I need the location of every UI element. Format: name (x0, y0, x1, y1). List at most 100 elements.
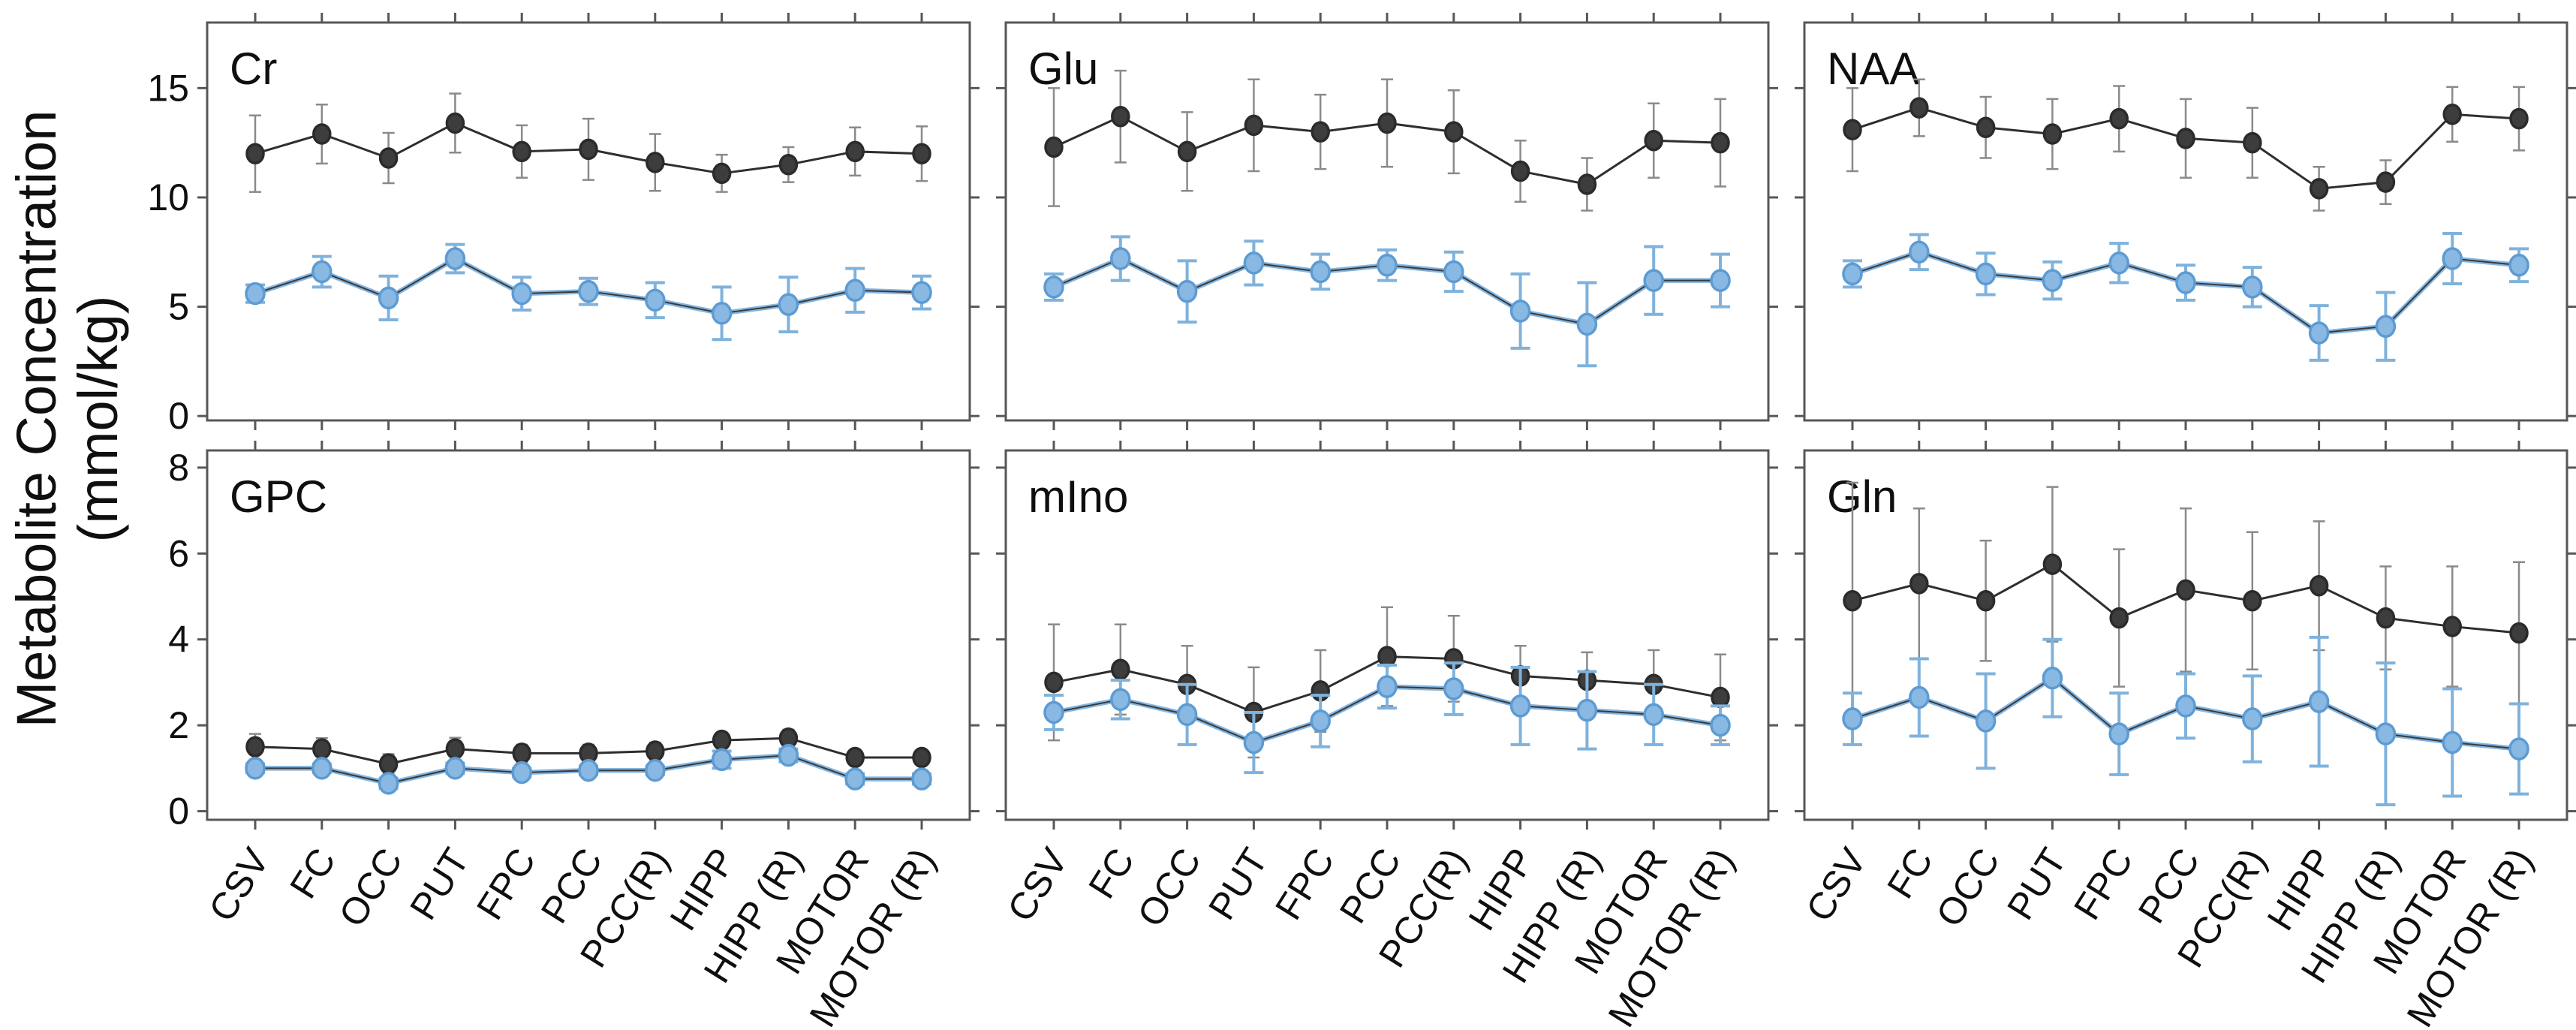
data-point-marker (2109, 607, 2129, 629)
data-point-marker (245, 282, 266, 306)
data-point-marker (1177, 140, 1197, 163)
data-point-marker (2508, 253, 2529, 277)
x-tick-label: FPC (468, 841, 543, 926)
data-point-marker (2243, 131, 2262, 154)
panel-NAA: NAA (1795, 13, 2576, 430)
x-tick-label: OCC (1928, 841, 2008, 934)
y-tick-label: 15 (147, 67, 189, 109)
data-point-marker (1310, 260, 1331, 284)
data-point-marker (778, 154, 799, 176)
series-dark (1044, 69, 1730, 212)
data-point-marker (1710, 713, 1731, 737)
data-point-marker (312, 123, 332, 145)
x-tick-label: PUT (1999, 841, 2074, 926)
data-point-marker (2108, 722, 2129, 745)
x-tick-label: CSV (999, 841, 1076, 929)
data-point-marker (1909, 240, 1930, 264)
data-point-marker (1576, 312, 1598, 336)
data-point-marker (2309, 178, 2329, 200)
data-point-marker (1176, 279, 1198, 303)
data-point-marker (2042, 123, 2063, 145)
data-point-marker (378, 772, 399, 795)
data-point-marker (1976, 589, 1996, 612)
data-point-marker (2509, 107, 2529, 130)
data-point-marker (512, 742, 531, 764)
data-point-marker (2376, 607, 2396, 629)
series-blue (1842, 635, 2529, 806)
data-point-marker (579, 138, 598, 161)
data-point-marker (2508, 737, 2529, 760)
panel-title: mIno (1028, 471, 1128, 522)
data-point-marker (2175, 694, 2196, 718)
x-tick-label: PUT (1200, 841, 1275, 926)
data-point-marker (645, 288, 666, 312)
data-point-marker (646, 740, 665, 762)
y-tick-label: 2 (168, 704, 189, 746)
data-point-marker (844, 279, 865, 302)
data-point-marker (2442, 616, 2462, 637)
data-point-marker (911, 767, 932, 791)
data-point-marker (378, 753, 399, 775)
data-point-marker (1842, 707, 1863, 730)
data-point-marker (1311, 121, 1330, 143)
y-tick-label: 0 (168, 791, 189, 833)
data-point-marker (1576, 698, 1598, 722)
x-tick-label: OCC (331, 841, 411, 934)
y-tick-label: 10 (147, 176, 189, 218)
data-point-marker (778, 743, 799, 767)
data-point-marker (712, 729, 732, 751)
panel-Cr: 0 5 10 15 Cr (147, 13, 980, 437)
data-point-marker (2042, 269, 2063, 292)
data-point-marker (1243, 730, 1265, 754)
data-point-marker (2308, 321, 2330, 345)
data-point-marker (712, 162, 732, 185)
panel-title: Cr (230, 44, 277, 94)
panel-title: Gln (1827, 471, 1897, 522)
data-point-marker (1044, 671, 1064, 694)
x-tick-label: OCC (1130, 841, 1209, 934)
data-point-marker (912, 746, 931, 769)
data-point-marker (1244, 114, 1264, 137)
data-point-marker (912, 143, 931, 164)
data-point-marker (1711, 131, 1730, 154)
data-point-marker (2375, 722, 2397, 745)
panel-title: NAA (1827, 44, 1919, 94)
data-point-marker (1377, 253, 1398, 277)
data-point-marker (1443, 260, 1464, 284)
data-point-marker (711, 748, 733, 772)
data-point-marker (445, 738, 465, 760)
data-point-marker (2175, 271, 2196, 294)
data-point-marker (1243, 251, 1265, 275)
data-point-marker (2109, 107, 2129, 130)
data-point-marker (1044, 136, 1064, 158)
data-point-marker (444, 247, 466, 270)
panel-border (206, 21, 971, 422)
series-dark (1843, 78, 2529, 212)
series-dark (245, 92, 931, 193)
data-point-marker (1444, 121, 1464, 143)
y-tick-label: 0 (168, 395, 189, 437)
y-tick-label: 8 (168, 447, 189, 489)
data-point-marker (312, 738, 332, 760)
data-point-marker (1110, 247, 1131, 270)
data-point-marker (444, 757, 466, 780)
series-dark (245, 727, 931, 776)
data-point-marker (378, 147, 399, 169)
data-point-marker (2042, 553, 2063, 575)
data-point-marker (578, 279, 599, 303)
data-point-marker (1043, 276, 1064, 299)
x-tick-label: FPC (2066, 841, 2141, 926)
data-point-marker (1843, 589, 1862, 612)
data-point-marker (245, 736, 265, 757)
data-point-marker (1909, 573, 1929, 595)
series-dark (1843, 481, 2529, 720)
data-point-marker (778, 293, 799, 316)
data-point-marker (1111, 105, 1130, 128)
data-point-marker (1510, 160, 1530, 182)
data-point-marker (2242, 276, 2263, 299)
data-point-marker (1176, 703, 1198, 727)
y-tick-label: 5 (168, 286, 189, 328)
data-point-marker (311, 757, 333, 780)
